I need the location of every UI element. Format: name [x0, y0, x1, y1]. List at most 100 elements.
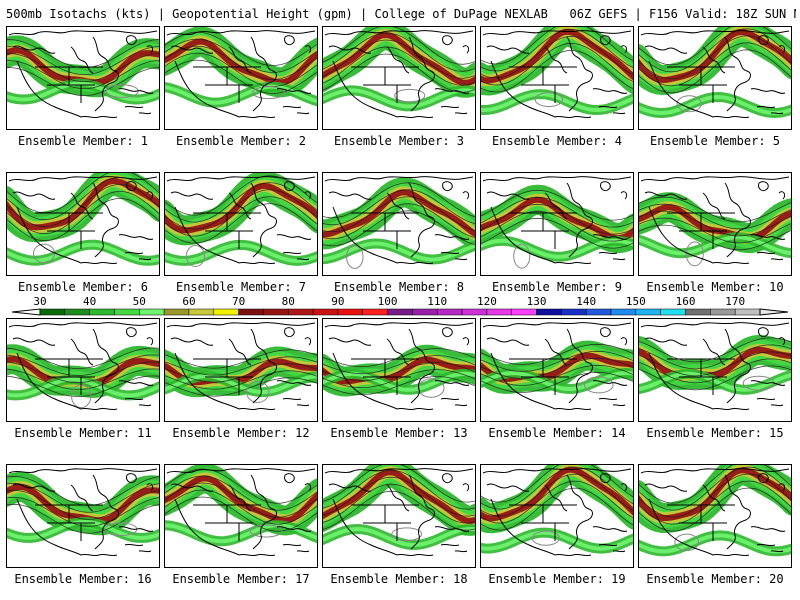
member-caption: Ensemble Member: 6	[17, 280, 149, 294]
colorbar-tick-label: 80	[281, 295, 295, 308]
member-caption: Ensemble Member: 5	[649, 134, 781, 148]
colorbar-tick-label: 170	[725, 295, 746, 308]
member-caption: Ensemble Member: 17	[172, 572, 310, 586]
colorbar-bin	[486, 308, 512, 316]
ensemble-map	[639, 27, 791, 119]
member-caption: Ensemble Member: 19	[488, 572, 626, 586]
ensemble-map	[323, 176, 475, 269]
colorbar-bin	[536, 308, 562, 316]
colorbar-bin	[585, 308, 612, 316]
colorbar-bin	[710, 308, 736, 316]
ensemble-map	[165, 27, 317, 119]
colorbar-tick-label: 120	[476, 295, 497, 308]
ensemble-map-panel	[6, 172, 160, 276]
ensemble-map	[165, 173, 317, 267]
colorbar-tick-label: 130	[526, 295, 547, 308]
colorbar-bin	[312, 308, 339, 316]
ensemble-map	[7, 468, 159, 557]
ensemble-map	[639, 322, 791, 411]
ensemble-map	[639, 465, 791, 557]
ensemble-map-panel	[6, 318, 160, 422]
ensemble-map-panel	[638, 464, 792, 568]
member-caption: Ensemble Member: 20	[646, 572, 784, 586]
member-caption: Ensemble Member: 2	[175, 134, 307, 148]
ensemble-map-panel	[480, 318, 634, 422]
ensemble-map	[323, 465, 475, 557]
colorbar-graphic	[11, 308, 789, 316]
colorbar-bin	[734, 308, 761, 316]
colorbar-bin	[337, 308, 364, 316]
page-title: 500mb Isotachs (kts) | Geopotential Heig…	[6, 7, 796, 21]
member-caption: Ensemble Member: 1	[17, 134, 149, 148]
ensemble-map-panel	[164, 464, 318, 568]
ensemble-map-panel	[638, 26, 792, 130]
colorbar-bin	[362, 308, 388, 316]
ensemble-map-panel	[322, 26, 476, 130]
ensemble-map-panel	[164, 26, 318, 130]
colorbar-bin	[685, 308, 711, 316]
colorbar-bin	[288, 308, 314, 316]
ensemble-map	[165, 322, 317, 411]
member-caption: Ensemble Member: 18	[330, 572, 468, 586]
ensemble-map-panel	[480, 26, 634, 130]
colorbar-bin	[635, 308, 661, 316]
ensemble-map	[481, 465, 633, 557]
colorbar-bin	[238, 308, 264, 316]
ensemble-map-panel	[164, 318, 318, 422]
colorbar-tick-label: 40	[83, 295, 97, 308]
colorbar-bin	[561, 308, 587, 316]
colorbar-tick-label: 50	[132, 295, 146, 308]
ensemble-map-panel	[322, 464, 476, 568]
member-caption: Ensemble Member: 10	[646, 280, 784, 294]
colorbar-bin	[114, 308, 140, 316]
colorbar-bin	[511, 308, 537, 316]
member-caption: Ensemble Member: 13	[330, 426, 468, 440]
member-caption: Ensemble Member: 12	[172, 426, 310, 440]
colorbar-tick-label: 60	[182, 295, 196, 308]
ensemble-map	[323, 27, 475, 119]
member-caption: Ensemble Member: 9	[491, 280, 623, 294]
colorbar-tick-label: 70	[231, 295, 246, 308]
ensemble-map-panel	[480, 464, 634, 568]
member-caption: Ensemble Member: 7	[175, 280, 307, 294]
colorbar-bin	[89, 308, 115, 316]
colorbar-bin	[163, 308, 190, 316]
member-caption: Ensemble Member: 11	[14, 426, 152, 440]
colorbar-tick-label: 90	[331, 295, 345, 308]
colorbar-tick-label: 160	[675, 295, 696, 308]
member-caption: Ensemble Member: 4	[491, 134, 623, 148]
ensemble-map-panel	[638, 318, 792, 422]
ensemble-map	[7, 322, 159, 411]
member-caption: Ensemble Member: 14	[488, 426, 626, 440]
ensemble-map	[7, 173, 159, 266]
colorbar-bin	[387, 308, 413, 316]
colorbar-bin	[436, 308, 463, 316]
colorbar-tick-label: 100	[377, 295, 398, 308]
ensemble-map	[7, 30, 159, 119]
ensemble-map-panel	[480, 172, 634, 276]
colorbar-bin	[39, 308, 66, 316]
colorbar-bin	[412, 308, 438, 316]
colorbar-tick-label: 110	[427, 295, 448, 308]
colorbar-bin	[610, 308, 637, 316]
colorbar-bin	[660, 308, 686, 316]
colorbar-tick-label: 140	[576, 295, 597, 308]
colorbar-right-arrow	[759, 308, 789, 316]
ensemble-map	[165, 465, 317, 557]
colorbar-bin	[263, 308, 289, 316]
ensemble-map-panel	[638, 172, 792, 276]
colorbar-bin	[139, 308, 165, 316]
member-caption: Ensemble Member: 3	[333, 134, 465, 148]
ensemble-map-panel	[6, 464, 160, 568]
ensemble-map	[639, 176, 791, 267]
ensemble-map-panel	[322, 172, 476, 276]
colorbar-tick-label: 30	[33, 295, 47, 308]
colorbar-bin	[64, 308, 90, 316]
ensemble-map	[481, 322, 633, 411]
ensemble-map	[481, 27, 633, 119]
member-caption: Ensemble Member: 16	[14, 572, 152, 586]
ensemble-map	[481, 176, 633, 269]
colorbar-left-arrow	[11, 308, 41, 316]
colorbar-bin	[461, 308, 488, 316]
ensemble-map-panel	[322, 318, 476, 422]
